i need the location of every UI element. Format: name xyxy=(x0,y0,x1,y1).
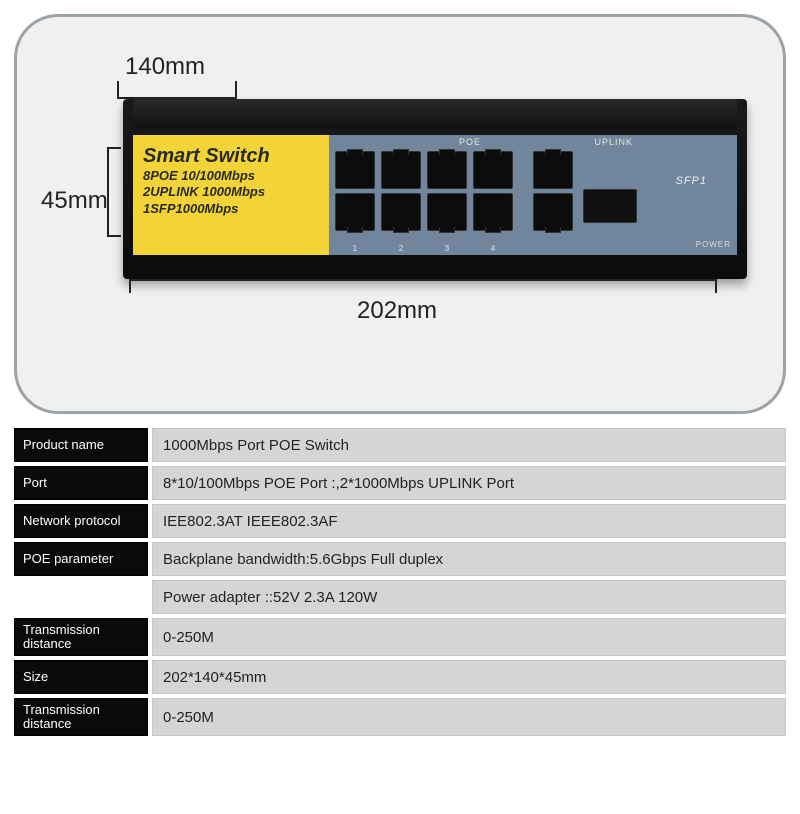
spec-value: 1000Mbps Port POE Switch xyxy=(152,428,786,462)
spec-label: POE parameter xyxy=(14,542,148,576)
port-number: 1 xyxy=(335,244,375,253)
spec-label: Size xyxy=(14,660,148,694)
dimension-height: 45mm xyxy=(41,187,108,215)
rj45-port-icon xyxy=(427,151,467,189)
rj45-port-icon xyxy=(473,151,513,189)
rj45-port-icon xyxy=(381,193,421,231)
table-row: Port 8*10/100Mbps POE Port :,2*1000Mbps … xyxy=(14,466,786,500)
dimension-width-bracket xyxy=(129,279,717,293)
spec-value: 202*140*45mm xyxy=(152,660,786,694)
product-image-frame: 140mm 45mm Smart Switch 8POE 10/100Mbps … xyxy=(14,14,786,414)
rj45-port-icon xyxy=(335,151,375,189)
table-row: POE parameter Backplane bandwidth:5.6Gbp… xyxy=(14,542,786,576)
port-number: 4 xyxy=(473,244,513,253)
device-spec-line-2: 2UPLINK 1000Mbps xyxy=(143,184,321,200)
device-port-panel: POE UPLINK SFP1 POWER xyxy=(329,135,737,255)
device-spec-line-1: 8POE 10/100Mbps xyxy=(143,168,321,184)
sfp-section-label: SFP1 xyxy=(675,175,707,187)
device-label-panel: Smart Switch 8POE 10/100Mbps 2UPLINK 100… xyxy=(133,135,329,255)
device-front-panel: Smart Switch 8POE 10/100Mbps 2UPLINK 100… xyxy=(133,135,737,255)
table-row: Transmission distance 0-250M xyxy=(14,618,786,656)
table-row: Product name 1000Mbps Port POE Switch xyxy=(14,428,786,462)
port-number-row: 1 2 3 4 xyxy=(335,244,513,253)
poe-section-label: POE xyxy=(459,137,481,147)
spec-table: Product name 1000Mbps Port POE Switch Po… xyxy=(14,428,786,736)
spec-value: Power adapter ::52V 2.3A 120W xyxy=(152,580,786,614)
rj45-port-icon xyxy=(533,151,573,189)
table-row: Transmission distance 0-250M xyxy=(14,698,786,736)
spec-label: Transmission distance xyxy=(14,698,148,736)
spec-value: IEE802.3AT IEEE802.3AF xyxy=(152,504,786,538)
power-label: POWER xyxy=(696,240,731,249)
poe-port-bank: 1 2 3 4 xyxy=(335,141,513,251)
device-spec-line-3: 1SFP1000Mbps xyxy=(143,201,321,217)
device-title: Smart Switch xyxy=(143,145,321,168)
port-number: 3 xyxy=(427,244,467,253)
rj45-port-icon xyxy=(473,193,513,231)
table-row: Network protocol IEE802.3AT IEEE802.3AF xyxy=(14,504,786,538)
device-top-edge xyxy=(133,99,737,129)
table-row: Size 202*140*45mm xyxy=(14,660,786,694)
spec-label-empty xyxy=(14,580,148,614)
uplink-port-bank xyxy=(519,141,573,251)
uplink-port-grid xyxy=(533,151,573,231)
rj45-port-icon xyxy=(533,193,573,231)
poe-port-grid xyxy=(335,151,513,231)
dimension-width: 202mm xyxy=(357,297,437,325)
spec-value: 8*10/100Mbps POE Port :,2*1000Mbps UPLIN… xyxy=(152,466,786,500)
uplink-section-label: UPLINK xyxy=(594,137,633,147)
table-row: Power adapter ::52V 2.3A 120W xyxy=(14,580,786,614)
rj45-port-icon xyxy=(427,193,467,231)
spec-label: Product name xyxy=(14,428,148,462)
device-illustration: Smart Switch 8POE 10/100Mbps 2UPLINK 100… xyxy=(123,99,747,279)
spec-value: Backplane bandwidth:5.6Gbps Full duplex xyxy=(152,542,786,576)
rj45-port-icon xyxy=(335,193,375,231)
spec-value: 0-250M xyxy=(152,618,786,656)
rj45-port-icon xyxy=(381,151,421,189)
port-number: 2 xyxy=(381,244,421,253)
dimension-height-bracket xyxy=(107,147,121,237)
dimension-depth-bracket xyxy=(117,81,237,99)
spec-label: Port xyxy=(14,466,148,500)
sfp-slot-icon xyxy=(583,189,637,223)
spec-label: Network protocol xyxy=(14,504,148,538)
dimension-depth: 140mm xyxy=(125,53,205,81)
spec-value: 0-250M xyxy=(152,698,786,736)
spec-label: Transmission distance xyxy=(14,618,148,656)
